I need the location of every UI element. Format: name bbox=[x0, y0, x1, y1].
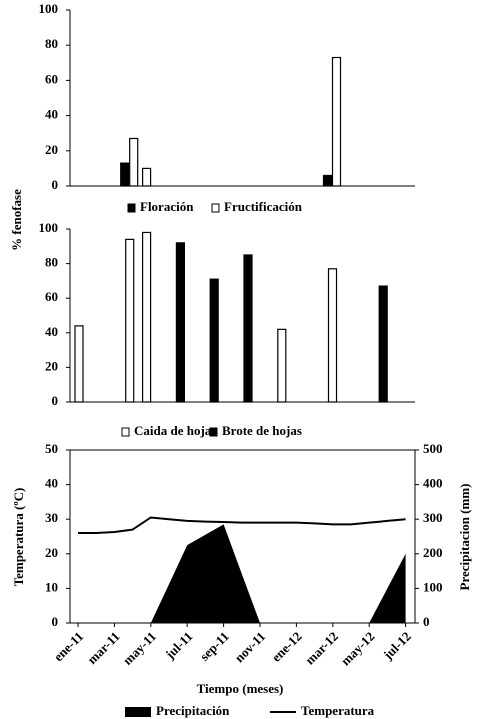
y-tick-label: 20 bbox=[45, 142, 58, 157]
bar bbox=[322, 174, 333, 187]
x-tick-label: mar-12 bbox=[302, 629, 341, 668]
y-tick-label: 0 bbox=[52, 177, 59, 192]
y-tick-label: 10 bbox=[45, 579, 58, 594]
x-tick-label: may-12 bbox=[338, 629, 378, 669]
legend-label: Fructificación bbox=[224, 199, 303, 214]
bar bbox=[125, 238, 135, 403]
y-tick-label: 40 bbox=[45, 324, 58, 339]
bar bbox=[120, 162, 130, 187]
y2-tick-label: 200 bbox=[423, 545, 443, 560]
bar bbox=[378, 285, 388, 403]
y2-tick-label: 300 bbox=[423, 510, 443, 525]
x-tick-label: may-11 bbox=[120, 629, 159, 668]
x-tick-label: mar-11 bbox=[84, 629, 122, 667]
y-tick-label: 20 bbox=[45, 545, 58, 560]
x-tick-label: sep-11 bbox=[197, 629, 232, 664]
bar bbox=[277, 328, 287, 403]
y2-tick-label: 100 bbox=[423, 579, 443, 594]
y-tick-label: 80 bbox=[45, 255, 58, 270]
legend-swatch bbox=[127, 203, 136, 213]
y2-tick-label: 0 bbox=[423, 614, 430, 629]
y-tick-label: 100 bbox=[39, 1, 59, 16]
legend-swatch bbox=[121, 427, 130, 437]
legend-label: Precipitación bbox=[156, 703, 230, 718]
y-axis-title: % fenofase bbox=[9, 189, 24, 251]
y-tick-label: 60 bbox=[45, 71, 58, 86]
bar bbox=[74, 325, 84, 403]
y-tick-label: 40 bbox=[45, 476, 58, 491]
x-tick-label: jul-12 bbox=[380, 629, 414, 663]
bar bbox=[175, 242, 185, 403]
y-tick-label: 40 bbox=[45, 107, 58, 122]
y2-tick-label: 500 bbox=[423, 441, 443, 456]
legend-label: Temperatura bbox=[301, 703, 375, 718]
y-tick-label: 100 bbox=[39, 220, 59, 235]
bar bbox=[327, 268, 338, 403]
bar bbox=[209, 278, 219, 403]
bar bbox=[331, 56, 342, 187]
legend-label: Floración bbox=[140, 199, 194, 214]
y2-tick-label: 400 bbox=[423, 476, 443, 491]
legend-swatch bbox=[209, 427, 218, 437]
bar bbox=[142, 231, 152, 403]
legend-label: Brote de hojas bbox=[222, 423, 302, 438]
y-tick-label: 50 bbox=[45, 441, 58, 456]
y-tick-label: 60 bbox=[45, 289, 58, 304]
y-tick-label: 80 bbox=[45, 36, 58, 51]
x-axis-title: Tiempo (meses) bbox=[197, 681, 284, 696]
y-tick-label: 0 bbox=[52, 393, 59, 408]
x-tick-label: ene-12 bbox=[268, 629, 304, 665]
y-tick-label: 30 bbox=[45, 510, 58, 525]
y-axis-title: Temperatura (ºC) bbox=[11, 488, 26, 587]
plot-frame bbox=[69, 449, 416, 624]
x-tick-label: jul-11 bbox=[162, 629, 196, 663]
bar bbox=[243, 254, 253, 403]
y-tick-label: 0 bbox=[52, 614, 59, 629]
legend-swatch bbox=[125, 707, 151, 717]
line bbox=[78, 516, 406, 535]
area bbox=[78, 524, 406, 623]
legend-label: Caida de hojas bbox=[134, 423, 216, 438]
x-tick-label: nov-11 bbox=[232, 629, 269, 666]
legend-swatch bbox=[211, 203, 220, 213]
x-tick-label: ene-11 bbox=[51, 629, 87, 665]
y-tick-label: 20 bbox=[45, 358, 58, 373]
bar bbox=[129, 137, 139, 187]
bar bbox=[142, 167, 152, 187]
y2-axis-title: Precipitacion (mm) bbox=[457, 484, 472, 591]
